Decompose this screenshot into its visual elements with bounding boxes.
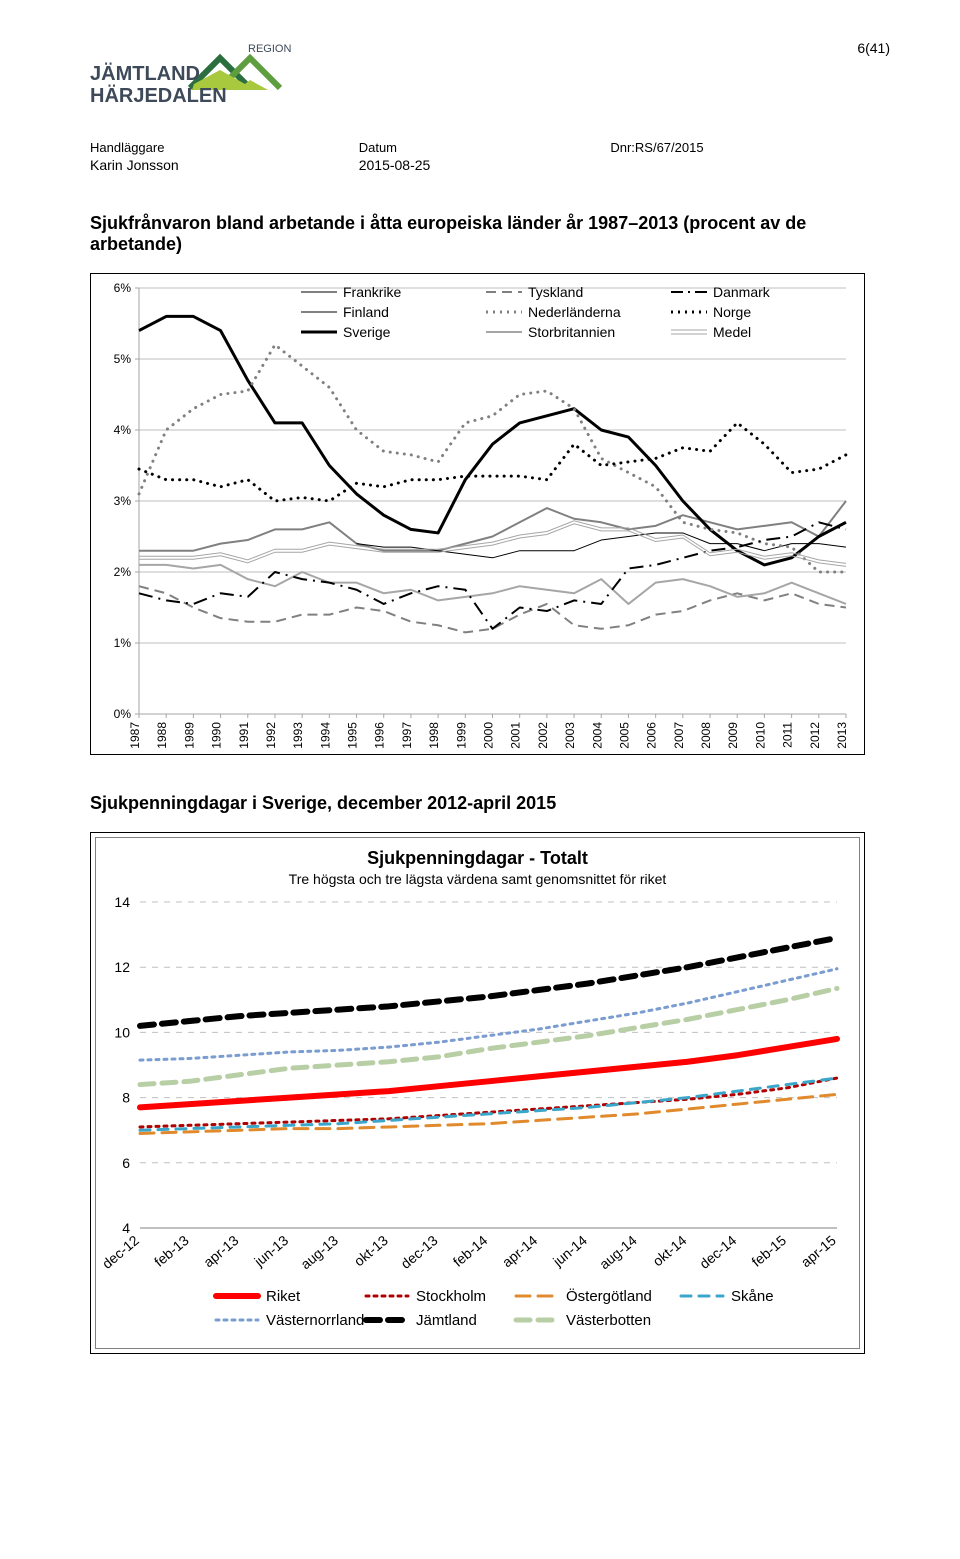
svg-text:apr-13: apr-13 [200,1232,241,1270]
svg-text:Finland: Finland [343,304,389,320]
svg-text:REGION: REGION [248,43,291,55]
svg-text:2002: 2002 [536,722,550,749]
svg-text:Riket: Riket [266,1288,301,1305]
svg-text:apr-15: apr-15 [798,1232,839,1270]
svg-text:4%: 4% [114,423,132,437]
svg-text:14: 14 [114,894,130,910]
svg-text:6: 6 [122,1155,130,1171]
svg-text:feb-15: feb-15 [748,1232,789,1270]
meta-datum-label: Datum [359,140,431,155]
svg-text:feb-13: feb-13 [151,1232,192,1270]
svg-text:jun-14: jun-14 [549,1232,590,1270]
svg-text:2005: 2005 [617,722,631,749]
svg-text:Tyskland: Tyskland [528,284,583,300]
svg-text:1993: 1993 [291,722,305,749]
svg-text:1%: 1% [114,636,132,650]
svg-text:2011: 2011 [781,722,795,748]
svg-text:Sjukpenningdagar - Totalt: Sjukpenningdagar - Totalt [367,848,588,868]
svg-text:Sverige: Sverige [343,324,391,340]
svg-text:Medel: Medel [713,324,751,340]
svg-text:2000: 2000 [482,722,496,749]
svg-text:12: 12 [114,959,130,975]
svg-text:Danmark: Danmark [713,284,771,300]
svg-text:2009: 2009 [726,722,740,749]
svg-text:Skåne: Skåne [731,1288,774,1305]
svg-text:1995: 1995 [346,722,360,749]
svg-text:dec-14: dec-14 [696,1232,739,1272]
svg-text:Jämtland: Jämtland [416,1312,477,1329]
logo-svg: REGION JÄMTLAND HÄRJEDALEN [90,40,300,110]
svg-text:Frankrike: Frankrike [343,284,402,300]
svg-text:apr-14: apr-14 [499,1232,540,1270]
chart1-svg: 0% 1% 2% 3% 4% 5% 6% 1987 1988 1989 1990 1991 1992 19… [91,274,864,754]
svg-text:2%: 2% [114,565,132,579]
meta-dnr-label: Dnr:RS/67/2015 [610,140,703,155]
svg-text:Västernorrland: Västernorrland [266,1312,364,1329]
svg-text:1992: 1992 [264,722,278,749]
svg-text:2007: 2007 [672,722,686,749]
svg-text:Östergötland: Östergötland [566,1287,652,1305]
svg-text:0%: 0% [114,707,132,721]
svg-text:feb-14: feb-14 [450,1232,491,1270]
svg-text:aug-14: aug-14 [596,1232,640,1272]
svg-text:jun-13: jun-13 [250,1232,291,1270]
svg-text:2013: 2013 [835,722,849,749]
chart1-frame: 0% 1% 2% 3% 4% 5% 6% 1987 1988 1989 1990 1991 1992 19… [90,273,865,755]
chart2-frame: Sjukpenningdagar - Totalt Tre högsta och … [90,832,865,1354]
svg-text:1989: 1989 [182,722,196,749]
svg-text:2003: 2003 [563,722,577,749]
chart1-title: Sjukfrånvaron bland arbetande i åtta eur… [90,213,890,255]
svg-text:10: 10 [114,1024,130,1040]
svg-text:1987: 1987 [128,722,142,749]
svg-text:HÄRJEDALEN: HÄRJEDALEN [90,84,227,107]
svg-text:okt-13: okt-13 [351,1232,391,1269]
svg-text:6%: 6% [114,281,132,295]
svg-text:Nederländerna: Nederländerna [528,304,621,320]
svg-text:Tre högsta och tre lägsta värd: Tre högsta och tre lägsta värdena samt g… [289,871,667,887]
svg-text:JÄMTLAND: JÄMTLAND [90,62,200,85]
svg-text:1999: 1999 [454,722,468,749]
svg-text:1996: 1996 [373,722,387,749]
svg-text:2008: 2008 [699,722,713,749]
svg-text:Norge: Norge [713,304,751,320]
meta-dnr: Dnr:RS/67/2015 [610,140,703,173]
meta-handlaggare-label: Handläggare [90,140,179,155]
svg-text:Storbritannien: Storbritannien [528,324,615,340]
svg-text:2012: 2012 [808,722,822,749]
svg-text:2006: 2006 [645,722,659,749]
page-header: REGION JÄMTLAND HÄRJEDALEN 6(41) [90,40,890,110]
svg-text:dec-13: dec-13 [398,1232,441,1272]
svg-text:1991: 1991 [237,722,251,749]
meta-handlaggare-value: Karin Jonsson [90,157,179,173]
svg-text:aug-13: aug-13 [297,1232,341,1272]
svg-text:1990: 1990 [210,722,224,749]
chart2-svg: Sjukpenningdagar - Totalt Tre högsta och … [96,838,859,1348]
region-logo: REGION JÄMTLAND HÄRJEDALEN [90,40,300,110]
svg-text:dec-12: dec-12 [99,1232,142,1272]
svg-text:2001: 2001 [509,722,523,749]
svg-text:5%: 5% [114,352,132,366]
svg-text:Västerbotten: Västerbotten [566,1312,651,1329]
svg-text:1998: 1998 [427,722,441,749]
svg-text:1988: 1988 [155,722,169,749]
svg-text:1994: 1994 [318,722,332,749]
svg-text:2010: 2010 [753,722,767,749]
document-meta: Handläggare Karin Jonsson Datum 2015-08-… [90,140,890,173]
chart2-section-title: Sjukpenningdagar i Sverige, december 201… [90,793,890,814]
meta-handlaggare: Handläggare Karin Jonsson [90,140,179,173]
page-counter: 6(41) [857,40,890,56]
meta-datum-value: 2015-08-25 [359,157,431,173]
svg-text:okt-14: okt-14 [649,1232,689,1269]
svg-text:Stockholm: Stockholm [416,1288,486,1305]
svg-text:2004: 2004 [590,722,604,749]
svg-text:8: 8 [122,1090,130,1106]
svg-text:1997: 1997 [400,722,414,749]
svg-text:3%: 3% [114,494,132,508]
meta-datum: Datum 2015-08-25 [359,140,431,173]
